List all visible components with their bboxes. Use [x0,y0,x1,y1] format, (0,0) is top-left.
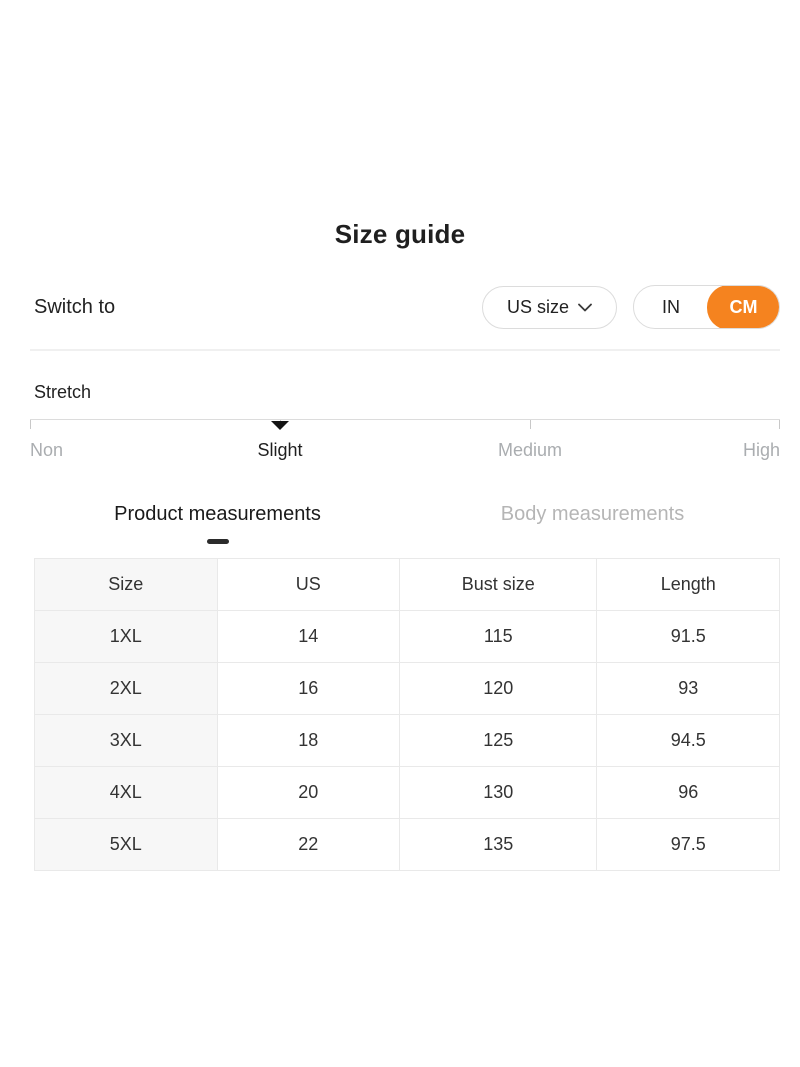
active-tab-underline [206,539,229,544]
cell-size: 4XL [34,766,218,819]
unit-toggle: IN CM [633,285,780,329]
unit-option-in[interactable]: IN [662,296,680,317]
stretch-option-non: Non [30,440,64,460]
table-row: 4XL 20 130 96 [34,766,780,819]
cell-length: 91.5 [596,610,780,663]
chevron-down-icon [578,303,592,311]
stretch-label: Stretch [34,382,92,402]
switch-to-row: Switch to US size IN CM [34,285,780,329]
cell-bust: 120 [399,662,598,715]
table-header-row: Size US Bust size Length [34,558,780,611]
column-header-us: US [216,558,401,611]
unit-option-cm[interactable]: CM [706,286,779,328]
cell-length: 93 [596,662,780,715]
cell-length: 96 [596,766,780,819]
size-standard-dropdown[interactable]: US size [481,285,617,329]
slider-tick [530,420,532,429]
tab-body-measurements[interactable]: Body measurements [405,503,780,548]
section-divider [30,349,780,351]
table-row: 1XL 14 115 91.5 [34,610,780,663]
stretch-option-high: High [742,440,780,460]
measurement-tabs: Product measurements Body measurements [30,503,780,548]
cell-us: 18 [216,714,401,767]
table-row: 5XL 22 135 97.5 [34,818,780,871]
stretch-slider [30,419,780,431]
cell-us: 22 [216,818,401,871]
switch-to-label: Switch to [34,295,116,318]
cell-size: 5XL [34,818,218,871]
cell-bust: 125 [399,714,598,767]
stretch-option-medium: Medium [498,440,563,460]
tab-label: Body measurements [500,503,685,525]
table-row: 3XL 18 125 94.5 [34,714,780,767]
table-row: 2XL 16 120 93 [34,662,780,715]
cell-us: 16 [216,662,401,715]
tab-product-measurements[interactable]: Product measurements [30,503,405,548]
cell-length: 97.5 [596,818,780,871]
stretch-scale-labels: Non Slight Medium High [30,440,780,464]
size-standard-value: US size [506,296,569,317]
cell-size: 3XL [34,714,218,767]
size-table: Size US Bust size Length 1XL 14 115 91.5… [34,558,780,871]
cell-bust: 130 [399,766,598,819]
slider-tick [779,420,780,429]
column-header-bust-size: Bust size [399,558,598,611]
cell-us: 14 [216,610,401,663]
cell-us: 20 [216,766,401,819]
cell-length: 94.5 [596,714,780,767]
page-title: Size guide [334,219,466,249]
cell-size: 1XL [34,610,218,663]
triangle-down-marker-icon [270,421,289,430]
cell-bust: 135 [399,818,598,871]
cell-bust: 115 [399,610,598,663]
stretch-option-slight: Slight [257,440,303,460]
cell-size: 2XL [34,662,218,715]
slider-tick [30,420,31,429]
column-header-size: Size [34,558,218,611]
tab-label: Product measurements [114,503,321,525]
column-header-length: Length [596,558,780,611]
